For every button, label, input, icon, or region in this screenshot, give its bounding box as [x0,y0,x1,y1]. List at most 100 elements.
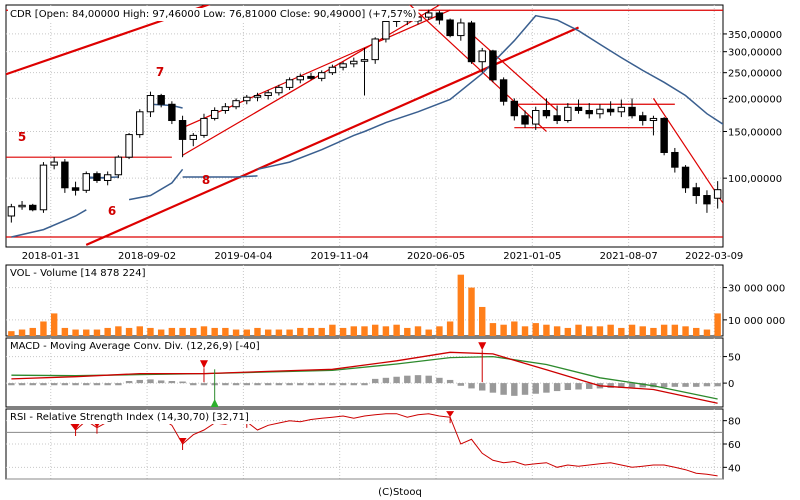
candle-body [371,38,379,61]
macd-histogram-bar [40,383,47,386]
panel-title-0: CDR [Open: 84,00000 High: 97,46000 Low: … [10,9,417,20]
macd-histogram-bar [8,383,15,386]
volume-bar [147,327,154,336]
candle-body [29,204,37,211]
macd-histogram-bar [29,383,36,386]
macd-histogram-bar [489,383,497,393]
candle-body [350,60,358,65]
volume-bar [339,327,347,336]
volume-bar [404,327,411,336]
volume-bar [436,326,443,336]
macd-histogram-bar [136,379,143,384]
price-y-tick-label: 150,00000 [728,127,782,138]
price-y-tick-label: 350,00000 [728,30,782,41]
candle-body [639,115,647,122]
macd-histogram-bar [179,381,186,384]
trendline [471,33,558,111]
macd-histogram-bar [425,375,432,384]
volume-bar [179,327,186,336]
trendline [182,5,441,156]
panel-frame-0 [5,4,724,248]
candle-body [264,92,272,97]
macd-histogram-bar [93,383,101,386]
macd-histogram-bar [564,383,572,391]
candle-body [125,134,133,158]
price-y-tick-label: 250,00000 [728,69,782,80]
candle-body [713,189,722,199]
candle-body [168,103,176,122]
volume-bar [586,326,593,336]
volume-bar [307,327,315,336]
price-y-tick-label: 100,00000 [728,174,782,185]
macd-line [11,351,718,404]
volume-bar [650,327,657,336]
volume-bar [115,326,122,336]
macd-histogram-bar [254,383,261,386]
candle-body [435,12,444,21]
candle-body [103,174,112,181]
macd-signal-line [11,355,718,400]
panel-frame-2 [5,337,724,408]
volume-bar [93,329,101,336]
wave-label-8: 8 [202,173,210,187]
volume-bar [211,327,218,336]
volume-bar [660,324,668,336]
volume-bar [50,313,58,336]
macd-histogram-bar [511,383,518,396]
price-x-tick-label: 2018-09-02 [118,251,176,262]
macd-histogram-bar [682,383,689,387]
volume-bar [8,331,15,336]
price-x-tick-label: 2019-11-04 [311,251,369,262]
candle-body [178,120,187,140]
macd-histogram-bar [371,378,379,384]
macd-histogram-bar [264,383,272,386]
volume-bar [232,329,240,336]
candle-body [382,20,390,40]
volume-bar [157,329,165,336]
macd-histogram-bar [318,383,325,386]
volume-bar [521,326,529,336]
macd-histogram-bar [61,383,69,386]
macd-histogram-bar [329,383,336,386]
candle-body [61,161,69,189]
volume-bar [693,327,700,336]
macd-histogram-bar [83,383,90,386]
volume-bar [575,324,582,336]
volume-bar [329,324,336,336]
volume-bar [350,326,358,336]
price-y-tick-label: 200,00000 [728,94,782,105]
candle-body [499,79,508,102]
macd-histogram-bar [382,377,390,384]
wave-label-6: 6 [108,204,116,218]
candle-body [424,12,433,18]
candle-body [532,109,540,125]
candle-body [136,111,144,136]
volume-bar [393,324,400,336]
candle-body [296,75,305,81]
candle-body [82,173,90,191]
volume-bar [489,323,497,336]
macd-histogram-bar [275,383,283,386]
panel-title-1: VOL - Volume [14 878 224] [10,268,146,279]
rsi-y-tick-label: 60 [728,440,741,451]
price-x-tick-label: 2022-03-09 [685,251,743,262]
candle-body [703,195,711,205]
candle-body [478,50,486,63]
macd-histogram-bar [147,379,154,384]
macd-histogram-bar [575,383,582,390]
support-trendline [85,26,579,246]
candle-body [200,117,208,136]
candle-body [39,164,48,211]
candle-body [146,95,155,113]
panel-title-background [8,411,251,424]
macd-sell-marker [199,360,208,369]
volume-bar [564,327,572,336]
candle-body [649,117,658,122]
volume-bar [553,326,561,336]
macd-histogram-bar [703,383,711,387]
volume-bar [243,329,250,336]
volume-bar [297,327,304,336]
volume-bar [446,321,454,336]
macd-histogram-bar [404,375,411,384]
